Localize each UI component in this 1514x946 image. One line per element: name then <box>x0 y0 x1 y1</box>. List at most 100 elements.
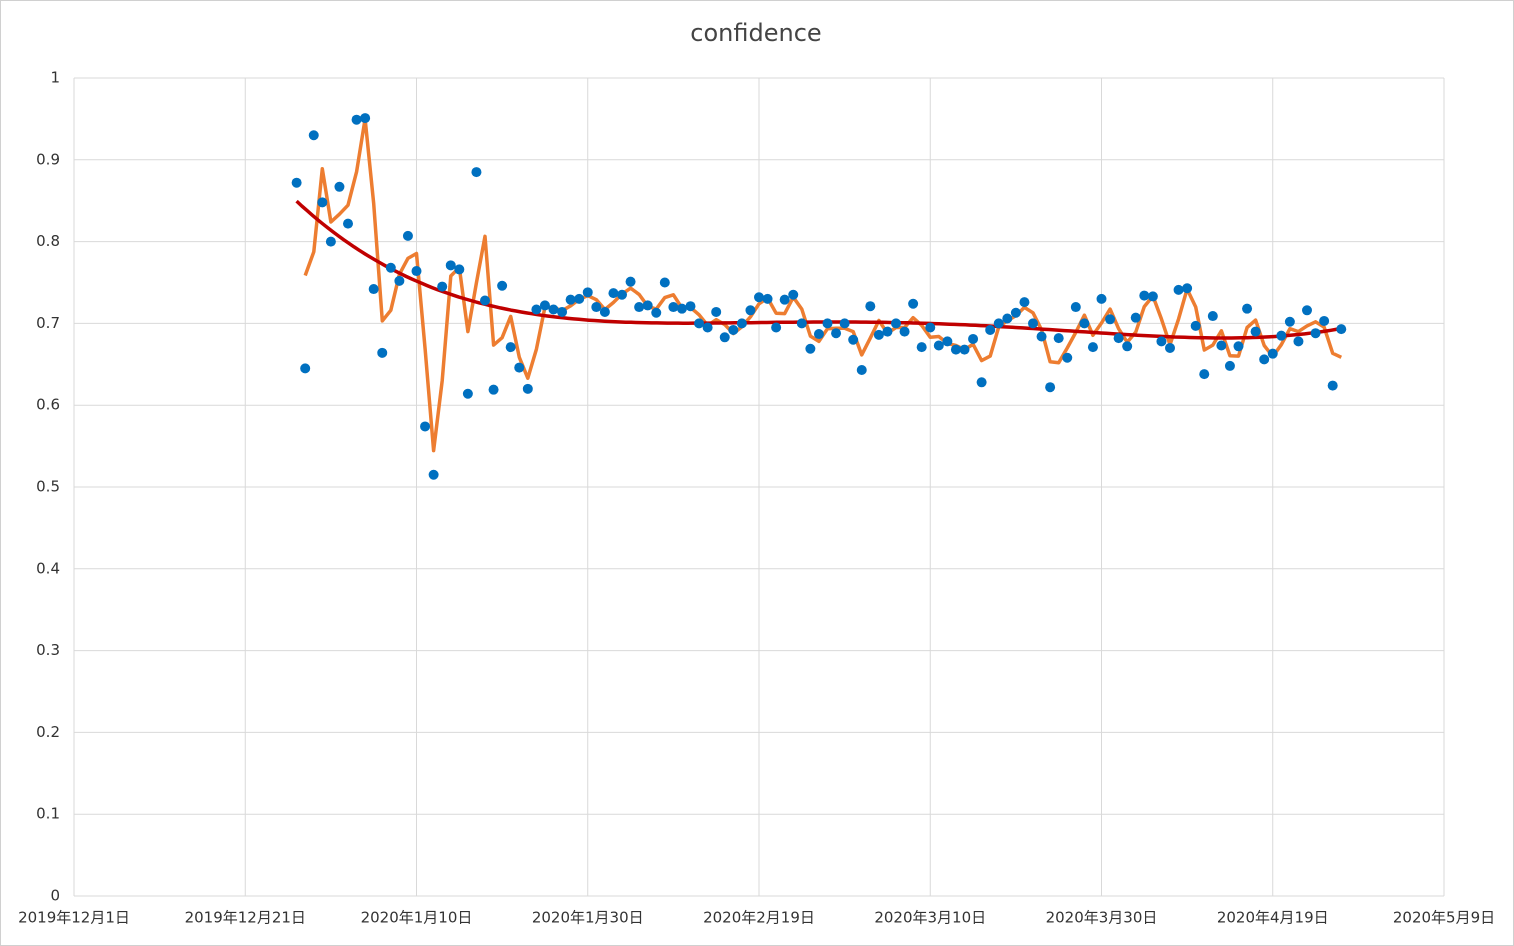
data-point <box>1096 293 1107 304</box>
y-tick-label: 0.9 <box>36 150 60 168</box>
data-point <box>591 302 602 313</box>
data-point <box>1190 320 1201 331</box>
data-point <box>745 305 756 316</box>
y-tick-label: 0.3 <box>36 641 60 659</box>
data-point <box>959 344 970 355</box>
data-point <box>642 300 653 311</box>
data-point <box>480 295 490 306</box>
data-point <box>368 284 379 295</box>
polynomial-trendline <box>295 199 1342 340</box>
data-point <box>1105 314 1116 325</box>
x-tick-label: 2019年12月1日 <box>18 909 130 927</box>
data-point <box>514 362 525 373</box>
data-point <box>428 469 439 480</box>
data-point <box>599 306 610 317</box>
y-tick-label: 0 <box>50 887 60 905</box>
data-point <box>531 304 542 315</box>
data-point <box>762 293 773 304</box>
data-point <box>574 293 585 304</box>
data-point <box>522 383 533 394</box>
data-point <box>1053 333 1064 344</box>
data-point <box>325 236 336 247</box>
data-point <box>1276 330 1287 341</box>
data-point <box>471 167 482 178</box>
data-point <box>916 342 927 353</box>
data-point <box>1019 297 1030 308</box>
y-tick-label: 0.6 <box>36 396 60 414</box>
data-point <box>711 306 722 317</box>
data-point <box>377 347 388 358</box>
data-point <box>993 318 1004 329</box>
data-point <box>497 280 508 291</box>
data-point <box>385 262 396 273</box>
data-point <box>1293 336 1304 347</box>
x-tick-label: 2020年2月19日 <box>703 909 815 927</box>
data-point <box>317 197 328 208</box>
data-point <box>676 303 687 314</box>
data-point <box>1070 302 1081 313</box>
data-point <box>933 340 944 351</box>
data-point <box>360 113 371 124</box>
data-point <box>925 322 936 333</box>
data-point <box>976 377 987 388</box>
x-tick-label: 2020年3月30日 <box>1046 909 1158 927</box>
data-point <box>831 328 842 339</box>
data-point <box>334 181 345 192</box>
data-point <box>437 281 448 292</box>
data-point <box>454 264 465 275</box>
data-point <box>548 304 559 315</box>
data-point <box>651 307 662 318</box>
y-tick-label: 0.7 <box>36 314 60 332</box>
data-point <box>565 294 576 305</box>
data-point <box>719 332 730 343</box>
data-point <box>505 342 516 353</box>
data-point <box>1122 341 1133 352</box>
x-tick-label: 2020年1月10日 <box>361 909 473 927</box>
data-point <box>685 301 696 312</box>
data-point <box>1113 333 1124 344</box>
data-point <box>1130 312 1141 323</box>
data-point <box>1233 341 1244 352</box>
data-point <box>865 301 876 312</box>
data-point <box>1310 328 1321 339</box>
x-tick-label: 2019年12月21日 <box>185 909 306 927</box>
data-point <box>539 300 550 311</box>
data-point <box>1250 326 1261 337</box>
y-tick-label: 0.8 <box>36 232 60 250</box>
chart-title: confidence <box>690 19 821 47</box>
y-tick-label: 0.1 <box>36 805 60 823</box>
data-point <box>1182 283 1193 294</box>
data-point <box>351 114 362 125</box>
data-point <box>1002 313 1013 324</box>
data-point <box>608 288 619 299</box>
data-point <box>1216 340 1227 351</box>
data-point <box>1224 360 1235 371</box>
data-point <box>891 318 901 329</box>
data-point <box>308 130 319 141</box>
data-point <box>668 302 679 313</box>
data-point <box>625 276 636 287</box>
data-point <box>1284 316 1295 327</box>
data-point <box>1010 307 1021 318</box>
data-point <box>1302 305 1312 316</box>
data-point <box>420 421 431 432</box>
data-point <box>805 343 816 354</box>
x-tick-label: 2020年3月10日 <box>874 909 986 927</box>
data-point <box>796 318 807 329</box>
data-point <box>856 365 867 376</box>
data-point <box>445 260 456 271</box>
data-point <box>1173 284 1184 295</box>
data-point <box>873 329 884 340</box>
data-point <box>899 326 910 337</box>
data-point <box>1259 354 1270 365</box>
data-point <box>1079 318 1090 329</box>
data-point <box>1267 348 1278 359</box>
data-point <box>848 334 859 345</box>
y-tick-label: 0.4 <box>36 559 60 577</box>
data-point <box>343 218 353 229</box>
x-tick-label: 2020年1月30日 <box>532 909 644 927</box>
data-point <box>634 302 645 313</box>
data-point <box>985 324 996 335</box>
